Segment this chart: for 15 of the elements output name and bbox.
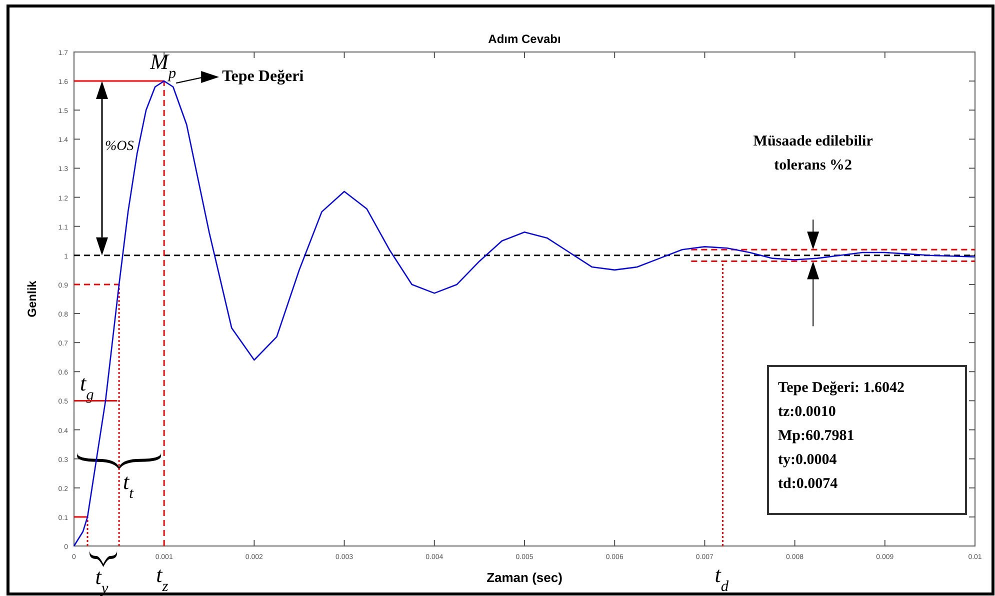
annotation: M$_{p}$: [149, 49, 176, 82]
annotation: td:0.0074: [778, 476, 838, 492]
annotation: Mp:60.7981: [778, 428, 854, 444]
annotation: Tepe Değeri: 1.6042: [778, 380, 905, 396]
annotation: tz:0.0010: [778, 404, 836, 420]
y-axis-title: Genlik: [25, 280, 39, 318]
chart-title: Adım Cevabı: [488, 32, 561, 46]
annotation: Müsaade edilebilir tolerans %2: [753, 134, 874, 174]
annotation: %OS: [105, 139, 134, 154]
annotation: t$_{d}$: [714, 562, 729, 594]
annotation: t$_{t}$: [123, 468, 134, 502]
annotation: ty:0.0004: [778, 452, 838, 468]
annotation: Tepe Değeri: [222, 68, 304, 86]
x-axis-title: Zaman (sec): [486, 570, 562, 585]
annotation: t$_{z}$: [156, 562, 168, 594]
